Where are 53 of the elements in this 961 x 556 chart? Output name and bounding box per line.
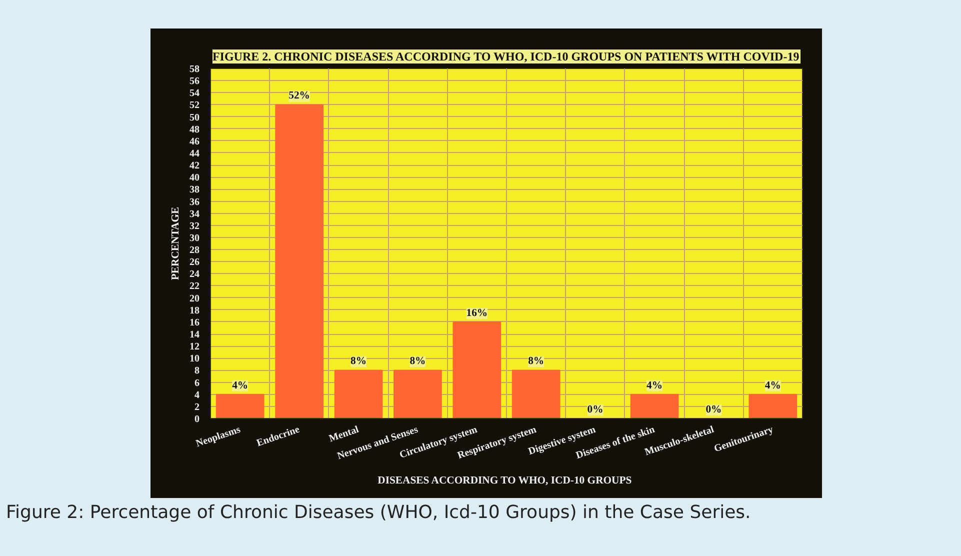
bar [394,370,442,418]
y-tick-label: 40 [190,172,200,184]
bar [452,321,502,418]
x-axis-title: DISEASES ACCORDING TO WHO, ICD-10 GROUPS [378,475,632,486]
y-tick-label: 30 [190,232,200,244]
y-tick-label: 22 [190,281,200,292]
y-tick-label: 46 [190,136,200,148]
y-tick-label: 26 [190,257,200,268]
y-tick-label: 50 [190,112,200,124]
y-tick-label: 28 [190,245,200,256]
y-tick-label: 38 [190,184,200,196]
y-tick-label: 6 [194,378,200,389]
y-tick-label: 42 [190,160,200,172]
y-tick-label: 56 [190,76,200,88]
y-tick-label: 8 [194,366,200,377]
y-tick-label: 16 [190,317,200,328]
y-tick-label: 36 [190,196,200,208]
bar [748,394,798,418]
data-label: 8% [528,356,544,368]
y-tick-label: 54 [190,88,200,100]
data-label: 16% [466,308,488,319]
y-tick-label: 14 [190,330,200,341]
y-tick-label: 4 [194,390,200,401]
bar [275,104,324,418]
data-label: 0% [587,404,604,416]
bar [630,394,679,418]
data-label: 4% [764,380,781,392]
y-tick-label: 10 [190,354,200,365]
data-label: 8% [350,356,366,368]
x-tick-label: Mental [328,424,360,445]
bar [512,370,560,418]
y-tick-label: 2 [194,402,200,413]
y-tick-label: 58 [190,64,200,75]
chart-title: FIGURE 2. CHRONIC DISEASES ACCORDING TO WHO, ICD-10 GROUPS ON PATIENTS WITH COVID-19 [212,50,800,64]
y-tick-label: 24 [190,269,200,280]
y-tick-label: 32 [190,220,200,232]
y-tick-label: 0 [194,414,200,425]
data-label: 4% [646,380,662,392]
y-tick-label: 48 [190,124,200,136]
y-tick-label: 44 [190,148,200,160]
y-axis-title: PERCENTAGE [170,206,182,280]
y-tick-label: 52 [190,100,200,112]
data-label: 0% [706,404,722,416]
y-tick-label: 12 [190,342,200,353]
data-label: 4% [232,380,248,392]
bar [216,394,264,418]
data-label: 52% [288,90,310,102]
y-tick-label: 18 [190,305,200,316]
y-tick-label: 20 [190,293,200,304]
bar [334,370,383,418]
caption: Figure 2: Percentage of Chronic Diseases (WHO, Icd-10 Groups) in the Case Series. [6,501,751,525]
data-label: 8% [410,356,426,368]
y-tick-label: 34 [190,208,200,220]
